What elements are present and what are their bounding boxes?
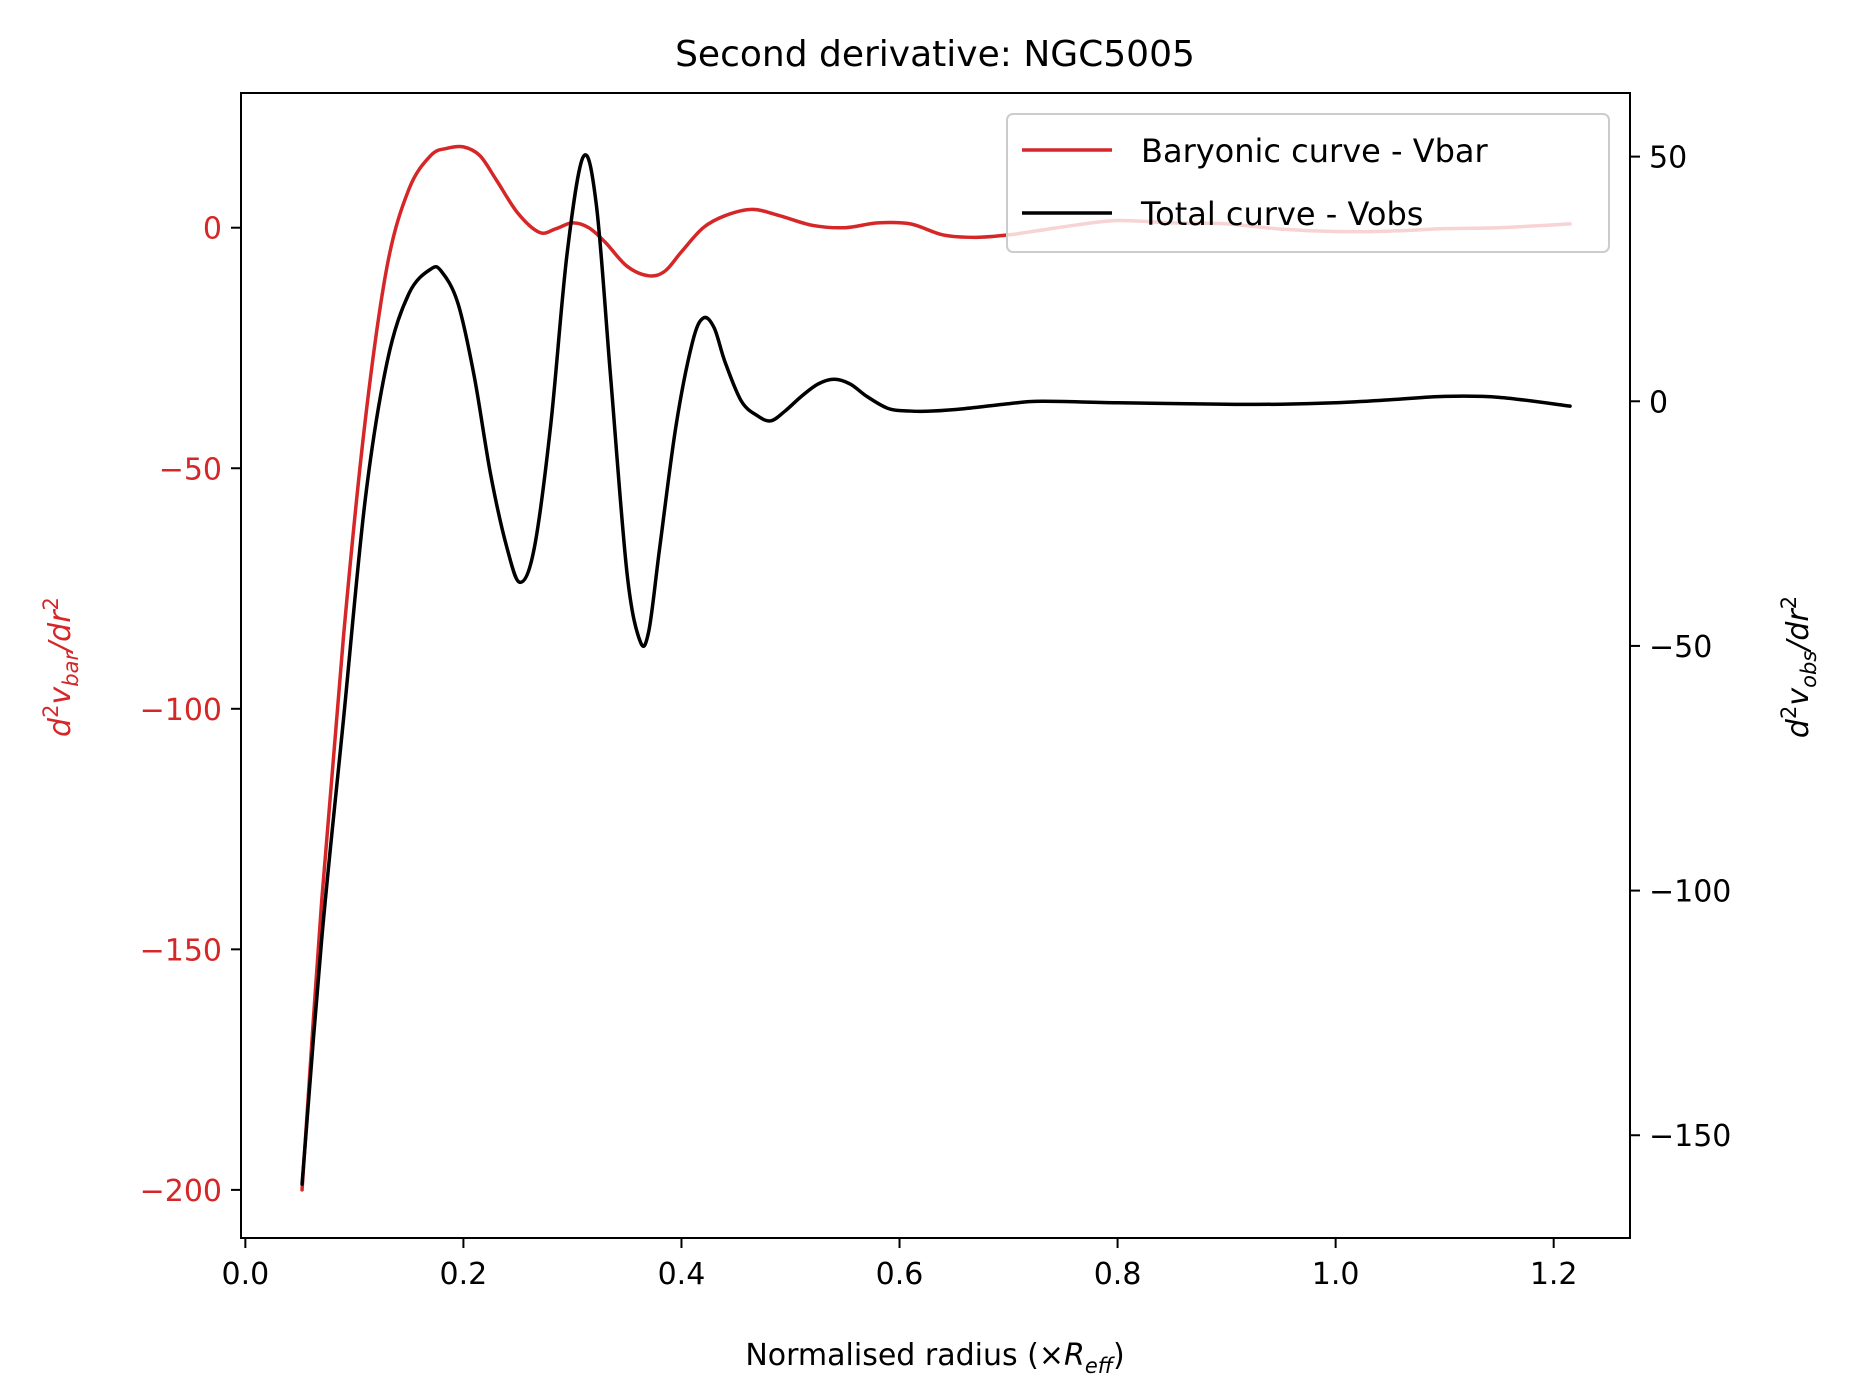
x-axis: 0.0 0.2 0.4 0.6 0.8 1.0 1.2 [222, 1238, 1578, 1292]
left-y-tick-label: −200 [140, 1174, 222, 1209]
series-line-vobs [300, 153, 1572, 1186]
plot-frame [240, 92, 1631, 1239]
x-tick-label: 1.2 [1530, 1257, 1578, 1292]
left-y-tick-label: −50 [159, 452, 222, 487]
right-y-tick-label: 0 [1649, 385, 1668, 420]
right-y-tick-label: 50 [1649, 141, 1687, 176]
right-y-axis: 50 0 −50 −100 −150 [1630, 141, 1731, 1154]
left-y-tick-label: −100 [140, 693, 222, 728]
legend-box [1006, 113, 1610, 253]
right-y-tick-label: −150 [1649, 1119, 1731, 1154]
right-y-axis-label: d2vobs/dr2 [1777, 596, 1821, 738]
right-y-tick-label: −100 [1649, 875, 1731, 910]
x-tick-label: 0.6 [876, 1257, 924, 1292]
legend: Baryonic curve - Vbar Total curve - Vobs [1006, 113, 1610, 253]
right-y-tick-label: −50 [1649, 630, 1712, 665]
x-tick-label: 1.0 [1312, 1257, 1360, 1292]
left-y-tick-label: 0 [203, 212, 222, 247]
left-y-axis-label: d2vbar/dr2 [39, 597, 83, 737]
chart-title: Second derivative: NGC5005 [675, 34, 1195, 75]
x-tick-label: 0.8 [1094, 1257, 1142, 1292]
x-tick-label: 0.0 [222, 1257, 270, 1292]
left-y-tick-label: −150 [140, 933, 222, 968]
legend-label-vobs: Total curve - Vobs [1140, 195, 1423, 233]
left-y-axis: 0 −50 −100 −150 −200 [140, 212, 241, 1209]
x-axis-label: Normalised radius (×Reff) [745, 1338, 1124, 1378]
legend-label-vbar: Baryonic curve - Vbar [1141, 132, 1489, 170]
x-tick-label: 0.2 [440, 1257, 488, 1292]
x-tick-label: 0.4 [658, 1257, 706, 1292]
